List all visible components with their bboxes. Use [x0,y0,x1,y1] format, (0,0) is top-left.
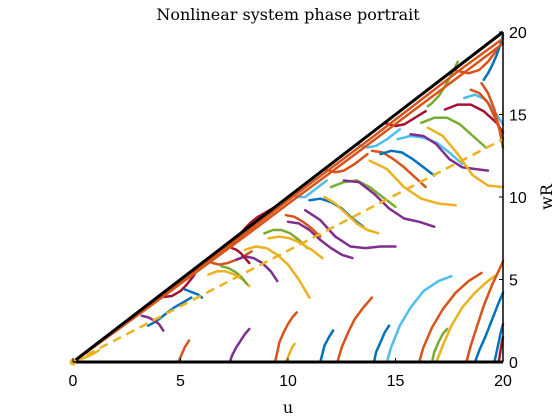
trajectory-25 [342,179,436,228]
x-tick-label-0: 0 [69,373,78,390]
trajectory-22 [284,213,322,238]
trajectory-50 [473,291,505,364]
chart-title: Nonlinear system phase portrait [156,5,420,24]
trajectory-28 [370,149,427,189]
x-tick-label-15: 15 [387,373,405,390]
trajectory-45 [385,274,453,364]
trajectory-54 [71,42,505,364]
x-tick-label-20: 20 [494,373,512,390]
trajectory-layer [71,34,505,364]
reference-dashed-line [72,138,504,364]
trajectory-29 [379,149,436,177]
x-axis-label: u [283,398,293,417]
trajectory-51 [493,322,505,364]
trajectory-37 [480,81,505,149]
trajectory-9 [482,34,505,82]
y-tick-label-20: 20 [509,25,527,42]
trajectory-40 [273,311,298,364]
boundary-line-0 [72,30,504,364]
trajectory-44 [372,324,391,364]
trajectory-27 [368,159,457,207]
trajectory-32 [420,116,488,149]
trajectory-7 [426,60,460,108]
y-tick-label-0: 0 [509,355,518,372]
trajectory-42 [319,329,335,364]
trajectory-39 [228,327,251,364]
trajectory-17 [230,246,251,265]
trajectory-16 [243,245,311,299]
trajectory-31 [409,133,490,172]
trajectory-20 [267,235,324,260]
trajectory-43 [336,296,374,364]
trajectory-18 [263,228,309,250]
trajectory-26 [323,195,380,235]
y-tick-label-10: 10 [509,190,527,207]
trajectory-41 [284,342,296,364]
y-tick-label-5: 5 [509,273,518,290]
trajectory-48 [435,274,496,364]
x-tick-label-5: 5 [176,373,185,390]
trajectory-38 [177,339,191,364]
trajectory-49 [465,260,505,364]
trajectory-21 [303,208,397,250]
trajectory-33 [426,126,505,189]
trajectory-46 [417,271,483,364]
y-tick-label-15: 15 [509,108,527,125]
y-axis-label: wR [537,183,556,210]
trajectory-24 [329,179,397,209]
trajectory-19 [286,220,354,260]
x-tick-label-10: 10 [279,373,297,390]
trajectory-14 [220,265,249,286]
trajectory-47 [430,327,449,364]
